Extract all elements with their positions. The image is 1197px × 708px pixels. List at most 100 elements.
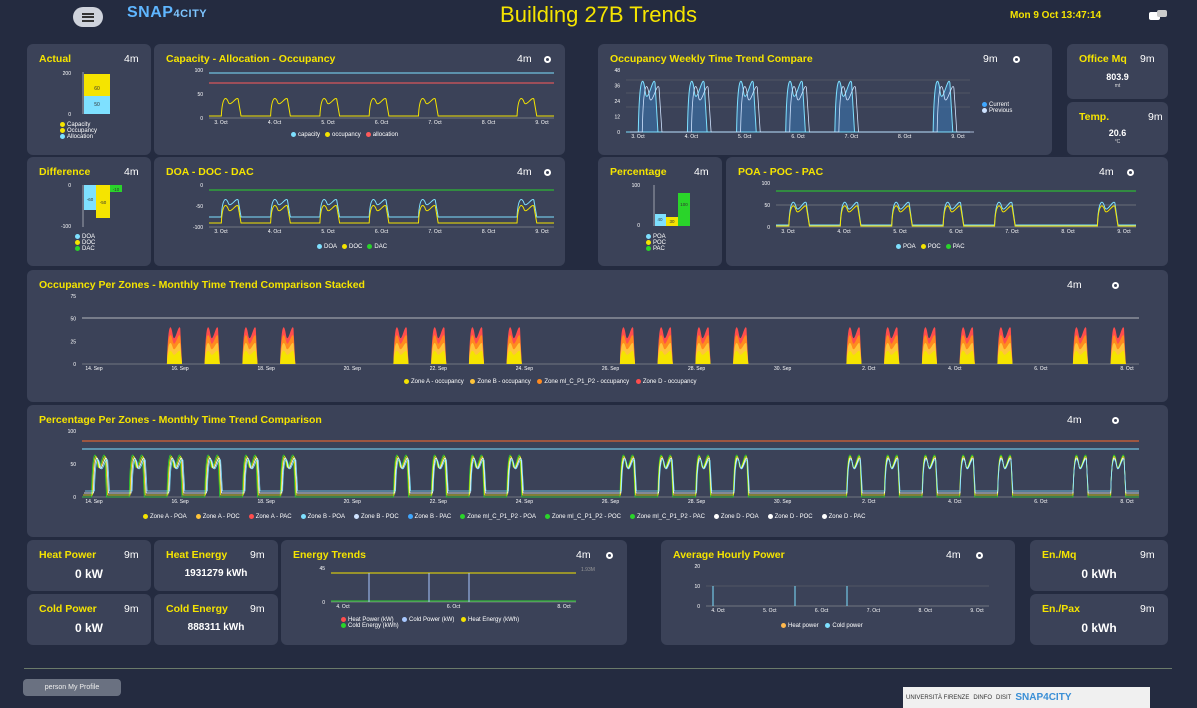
x-tick: 4. Oct (837, 229, 851, 235)
y-tick: 50 (70, 462, 76, 468)
legend-item[interactable]: Zone A - PAC (248, 514, 292, 520)
x-tick: 6. Oct (791, 134, 805, 140)
zone-area (82, 350, 1139, 364)
x-tick: 9. Oct (1117, 229, 1131, 235)
legend-item[interactable]: Zone ml_C_P1_P2 - POC (544, 514, 621, 520)
widget-title: Office Mq (1079, 53, 1127, 65)
widget-heat-energy: Heat Energy 9m 1931279 kWh (154, 540, 278, 591)
y-tick: 20 (694, 564, 700, 570)
eye-icon[interactable] (606, 552, 613, 559)
widget-title: DOA - DOC - DAC (166, 166, 254, 178)
eye-icon[interactable] (1112, 282, 1119, 289)
bar-label: 60 (94, 86, 100, 92)
x-tick: 4. Oct (268, 229, 282, 235)
x-tick: 5. Oct (321, 229, 335, 235)
widget-heat-power: Heat Power 9m 0 kW (27, 540, 151, 591)
legend-item[interactable]: Zone D - PAC (821, 514, 866, 520)
bar-label: 30 (669, 219, 675, 224)
y-tick: 0 (637, 223, 640, 229)
x-tick: 26. Sep (602, 366, 619, 372)
widget-title: Percentage (610, 166, 667, 178)
current-area (626, 80, 970, 133)
x-tick: 8. Oct (482, 229, 496, 235)
energy-trends-chart: 45 0 4. Oct 6. Oct 8. Oct 1.93M (319, 566, 594, 610)
y-tick: 36 (614, 84, 620, 90)
y-tick: 0 (322, 600, 325, 606)
y-tick: 50 (764, 203, 770, 209)
x-tick: 2. Oct (862, 499, 876, 505)
cao-line-chart: 100 50 0 3. Oct 4. Oct 5. Oct 6. Oct 7. Oct 8. O… (195, 68, 554, 126)
x-tick: 3. Oct (631, 134, 645, 140)
eye-icon[interactable] (544, 169, 551, 176)
average-hourly-power-chart: 20 10 0 4. Oct 5. Oct 6. Oct 7. Oct 8. Oct 9. Oc… (694, 564, 989, 614)
y-tick: 0 (697, 604, 700, 610)
x-tick: 8. Oct (1120, 366, 1134, 372)
x-tick: 24. Sep (516, 366, 533, 372)
snap4city-footer-logo: SNAP4CITY (1015, 692, 1072, 703)
x-tick: 16. Sep (171, 366, 188, 372)
energy-trends-legend: Heat Power (kW) Cold Power (kW) Heat Ene… (341, 617, 519, 629)
legend-item[interactable]: Zone ml_C_P1_P2 - PAC (629, 514, 705, 520)
bar-label: -50 (100, 200, 107, 205)
ppp-line-chart: 100 50 0 3. Oct 4. Oct 5. Oct 6. Oct 7. Oct 8. O… (762, 181, 1136, 235)
widget-cold-energy: Cold Energy 9m 888311 kWh (154, 594, 278, 645)
widget-temperature: Temp. 9m 20.6 °C (1067, 102, 1168, 155)
x-tick: 7. Oct (845, 134, 859, 140)
widget-value: 0 kW (74, 621, 103, 635)
y-tick: -100 (193, 225, 203, 231)
average-hourly-power-legend: Heat power Cold power (781, 623, 863, 629)
zone-area (82, 335, 1139, 364)
eye-icon[interactable] (544, 56, 551, 63)
bar-label: 40 (657, 217, 663, 222)
legend-item[interactable]: Zone B - POA (300, 514, 345, 520)
widget-zones-occupancy: Occupancy Per Zones - Monthly Time Trend… (27, 270, 1168, 402)
legend-item[interactable]: Zone A - POA (143, 514, 187, 520)
eye-icon[interactable] (1127, 169, 1134, 176)
fullscreen-icon[interactable] (1148, 9, 1168, 23)
difference-legend: DOA DOC DAC (75, 234, 95, 252)
x-tick: 7. Oct (428, 229, 442, 235)
bar-label: -60 (87, 197, 94, 202)
widget-poa-poc-pac: POA - POC - PAC 4m 100 50 0 3. Oct 4. Oct 5. … (726, 157, 1168, 266)
x-tick: 4. Oct (948, 499, 962, 505)
x-tick: 5. Oct (321, 120, 335, 126)
legend-item[interactable]: Zone ml_C_P1_P2 - POA (460, 514, 536, 520)
widget-value: 0 kWh (1081, 567, 1117, 581)
legend-item[interactable]: Zone A - POC (195, 514, 240, 520)
snap4city-logo: SNAP4CITY (127, 4, 208, 21)
x-tick: 6. Oct (949, 229, 963, 235)
widget-energy-trends: Energy Trends 4m 45 0 4. Oct 6. Oct 8. Oct 1.… (281, 540, 627, 645)
legend-item[interactable]: Zone B - PAC (407, 514, 451, 520)
percentage-legend: POA POC PAC (646, 234, 666, 252)
x-tick: 28. Sep (688, 499, 705, 505)
y-tick: 45 (319, 566, 325, 572)
eye-icon[interactable] (976, 552, 983, 559)
y-tick: 0 (68, 112, 71, 118)
x-tick: 4. Oct (336, 604, 350, 610)
my-profile-button[interactable]: person My Profile (23, 679, 121, 696)
legend-item[interactable]: Zone D - POA (713, 514, 759, 520)
widget-age: 4m (576, 549, 591, 561)
widget-difference: Difference 4m 0 -100 -60 -50 -10 DOA DOC… (27, 157, 151, 266)
widget-title: Difference (39, 166, 91, 178)
menu-button[interactable] (73, 7, 103, 27)
widget-unit: mt (1114, 83, 1121, 89)
widget-age: 9m (983, 53, 998, 65)
bar-label: -10 (113, 187, 120, 192)
widget-capacity-allocation-occupancy: Capacity - Allocation - Occupancy 4m 100… (154, 44, 565, 155)
eye-icon[interactable] (1013, 56, 1020, 63)
eye-icon[interactable] (1112, 417, 1119, 424)
widget-age: 9m (250, 603, 265, 615)
x-tick: 30. Sep (774, 499, 791, 505)
bar-label: 100 (680, 202, 688, 207)
zones-occupancy-chart: 75 50 25 0 14. Sep 16. Sep 18. Sep 20. Sep 22. S… (70, 294, 1139, 372)
legend-item[interactable]: Zone D - POC (767, 514, 813, 520)
y-tick: 48 (614, 68, 620, 74)
x-tick: 3. Oct (214, 120, 228, 126)
x-tick: 7. Oct (867, 608, 881, 614)
x-tick: 6. Oct (447, 604, 461, 610)
widget-age: 9m (1140, 603, 1155, 615)
widget-age: 4m (517, 166, 532, 178)
x-tick: 4. Oct (711, 608, 725, 614)
legend-item[interactable]: Zone B - POC (353, 514, 399, 520)
